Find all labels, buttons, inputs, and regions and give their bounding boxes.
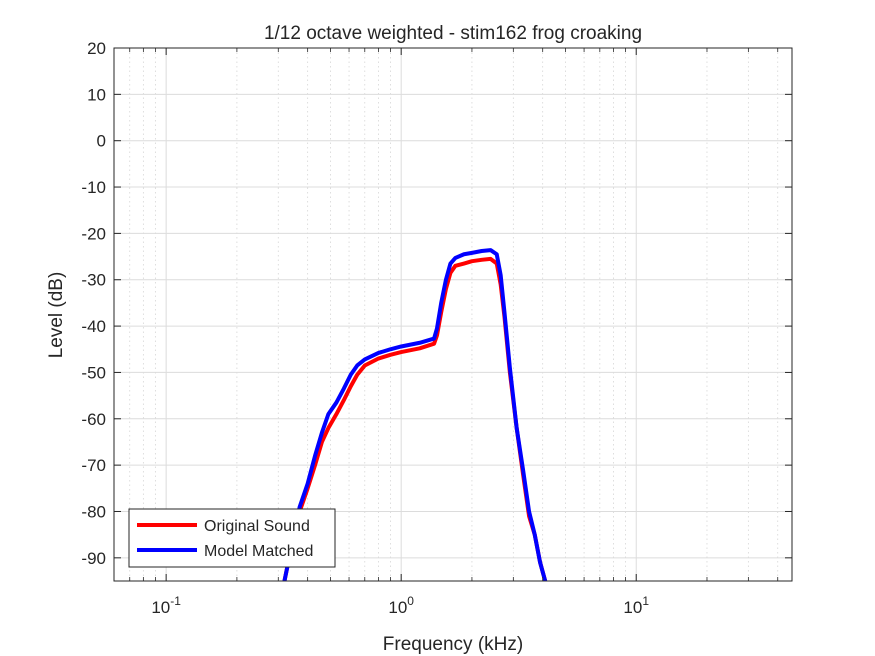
y-tick-label: -20 (81, 224, 106, 243)
y-tick-label: -50 (81, 363, 106, 382)
y-tick-label: -40 (81, 317, 106, 336)
x-axis-label: Frequency (kHz) (383, 634, 523, 655)
minor-grid (129, 48, 779, 581)
y-tick-label: 20 (87, 39, 106, 58)
y-tick-label: -60 (81, 410, 106, 429)
y-tick-labels: 20 10 0 -10 -20 -30 -40 -50 -60 -70 -80 -90 (81, 39, 106, 568)
legend-box (128, 508, 336, 568)
y-tick-label: -90 (81, 549, 106, 568)
x-tick-label: 100 (388, 594, 414, 617)
plot-frame (113, 47, 793, 582)
y-axis-label: Level (dB) (46, 272, 67, 359)
legend-label-original-sound: Original Sound (204, 518, 310, 535)
series-line-model-matched (282, 248, 548, 581)
y-tick-label: 10 (87, 85, 106, 104)
chart-title: 1/12 octave weighted - stim162 frog croa… (264, 23, 642, 44)
y-tick-label: -10 (81, 178, 106, 197)
tick-marks (114, 47, 792, 581)
x-tick-labels: 10-1 100 101 (151, 594, 649, 617)
x-tick-label: 101 (623, 594, 649, 617)
plot-area (114, 48, 792, 581)
legend: Original Sound Model Matched (128, 508, 336, 568)
x-tick-label: 10-1 (151, 594, 181, 617)
legend-label-model-matched: Model Matched (204, 543, 313, 560)
y-tick-label: -30 (81, 271, 106, 290)
y-tick-label: -80 (81, 502, 106, 521)
series-layer (282, 248, 548, 581)
y-tick-label: 0 (97, 132, 106, 151)
y-tick-label: -70 (81, 456, 106, 475)
